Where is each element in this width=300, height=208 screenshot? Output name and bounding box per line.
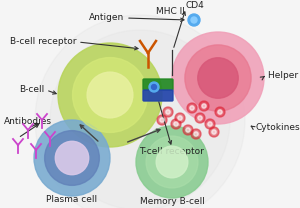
Circle shape bbox=[166, 110, 170, 114]
Circle shape bbox=[198, 116, 202, 120]
Circle shape bbox=[194, 132, 198, 136]
FancyBboxPatch shape bbox=[143, 79, 173, 90]
Circle shape bbox=[35, 15, 245, 208]
Circle shape bbox=[136, 126, 208, 198]
Circle shape bbox=[215, 107, 225, 117]
Circle shape bbox=[212, 130, 216, 134]
Circle shape bbox=[175, 113, 185, 123]
Circle shape bbox=[191, 17, 197, 23]
Circle shape bbox=[50, 30, 230, 208]
Circle shape bbox=[183, 125, 193, 135]
Circle shape bbox=[172, 32, 264, 124]
Circle shape bbox=[157, 115, 167, 125]
Text: Helper T-cell: Helper T-cell bbox=[268, 72, 300, 80]
Text: Memory B-cell: Memory B-cell bbox=[140, 198, 204, 207]
Circle shape bbox=[209, 127, 219, 137]
Circle shape bbox=[205, 119, 215, 129]
Circle shape bbox=[45, 131, 99, 185]
Circle shape bbox=[174, 122, 178, 126]
Circle shape bbox=[73, 58, 147, 132]
Circle shape bbox=[149, 82, 159, 92]
Text: MHC II: MHC II bbox=[156, 7, 185, 16]
Circle shape bbox=[160, 118, 164, 122]
Circle shape bbox=[208, 122, 212, 126]
Circle shape bbox=[58, 43, 162, 147]
Circle shape bbox=[146, 136, 198, 188]
Circle shape bbox=[199, 101, 209, 111]
Text: Cytokines: Cytokines bbox=[256, 124, 300, 132]
Text: Antigen: Antigen bbox=[89, 14, 124, 22]
Circle shape bbox=[87, 72, 133, 118]
FancyBboxPatch shape bbox=[143, 90, 173, 101]
Circle shape bbox=[188, 14, 200, 26]
Circle shape bbox=[185, 45, 251, 111]
Circle shape bbox=[195, 113, 205, 123]
Circle shape bbox=[198, 58, 238, 98]
Text: T-cell receptor: T-cell receptor bbox=[140, 147, 204, 156]
Circle shape bbox=[34, 120, 110, 196]
Text: Plasma cell: Plasma cell bbox=[46, 196, 98, 204]
Text: CD4: CD4 bbox=[186, 1, 205, 10]
Circle shape bbox=[202, 104, 206, 108]
Circle shape bbox=[55, 141, 89, 175]
Circle shape bbox=[218, 110, 222, 114]
Circle shape bbox=[152, 84, 157, 89]
Text: B-cell: B-cell bbox=[19, 85, 44, 94]
Circle shape bbox=[178, 116, 182, 120]
Circle shape bbox=[156, 146, 188, 178]
Text: Antibodies: Antibodies bbox=[4, 118, 52, 126]
Circle shape bbox=[186, 128, 190, 132]
Text: B-cell receptor: B-cell receptor bbox=[10, 37, 76, 47]
Circle shape bbox=[171, 119, 181, 129]
Circle shape bbox=[187, 103, 197, 113]
Circle shape bbox=[163, 107, 173, 117]
Circle shape bbox=[190, 106, 194, 110]
Circle shape bbox=[191, 129, 201, 139]
